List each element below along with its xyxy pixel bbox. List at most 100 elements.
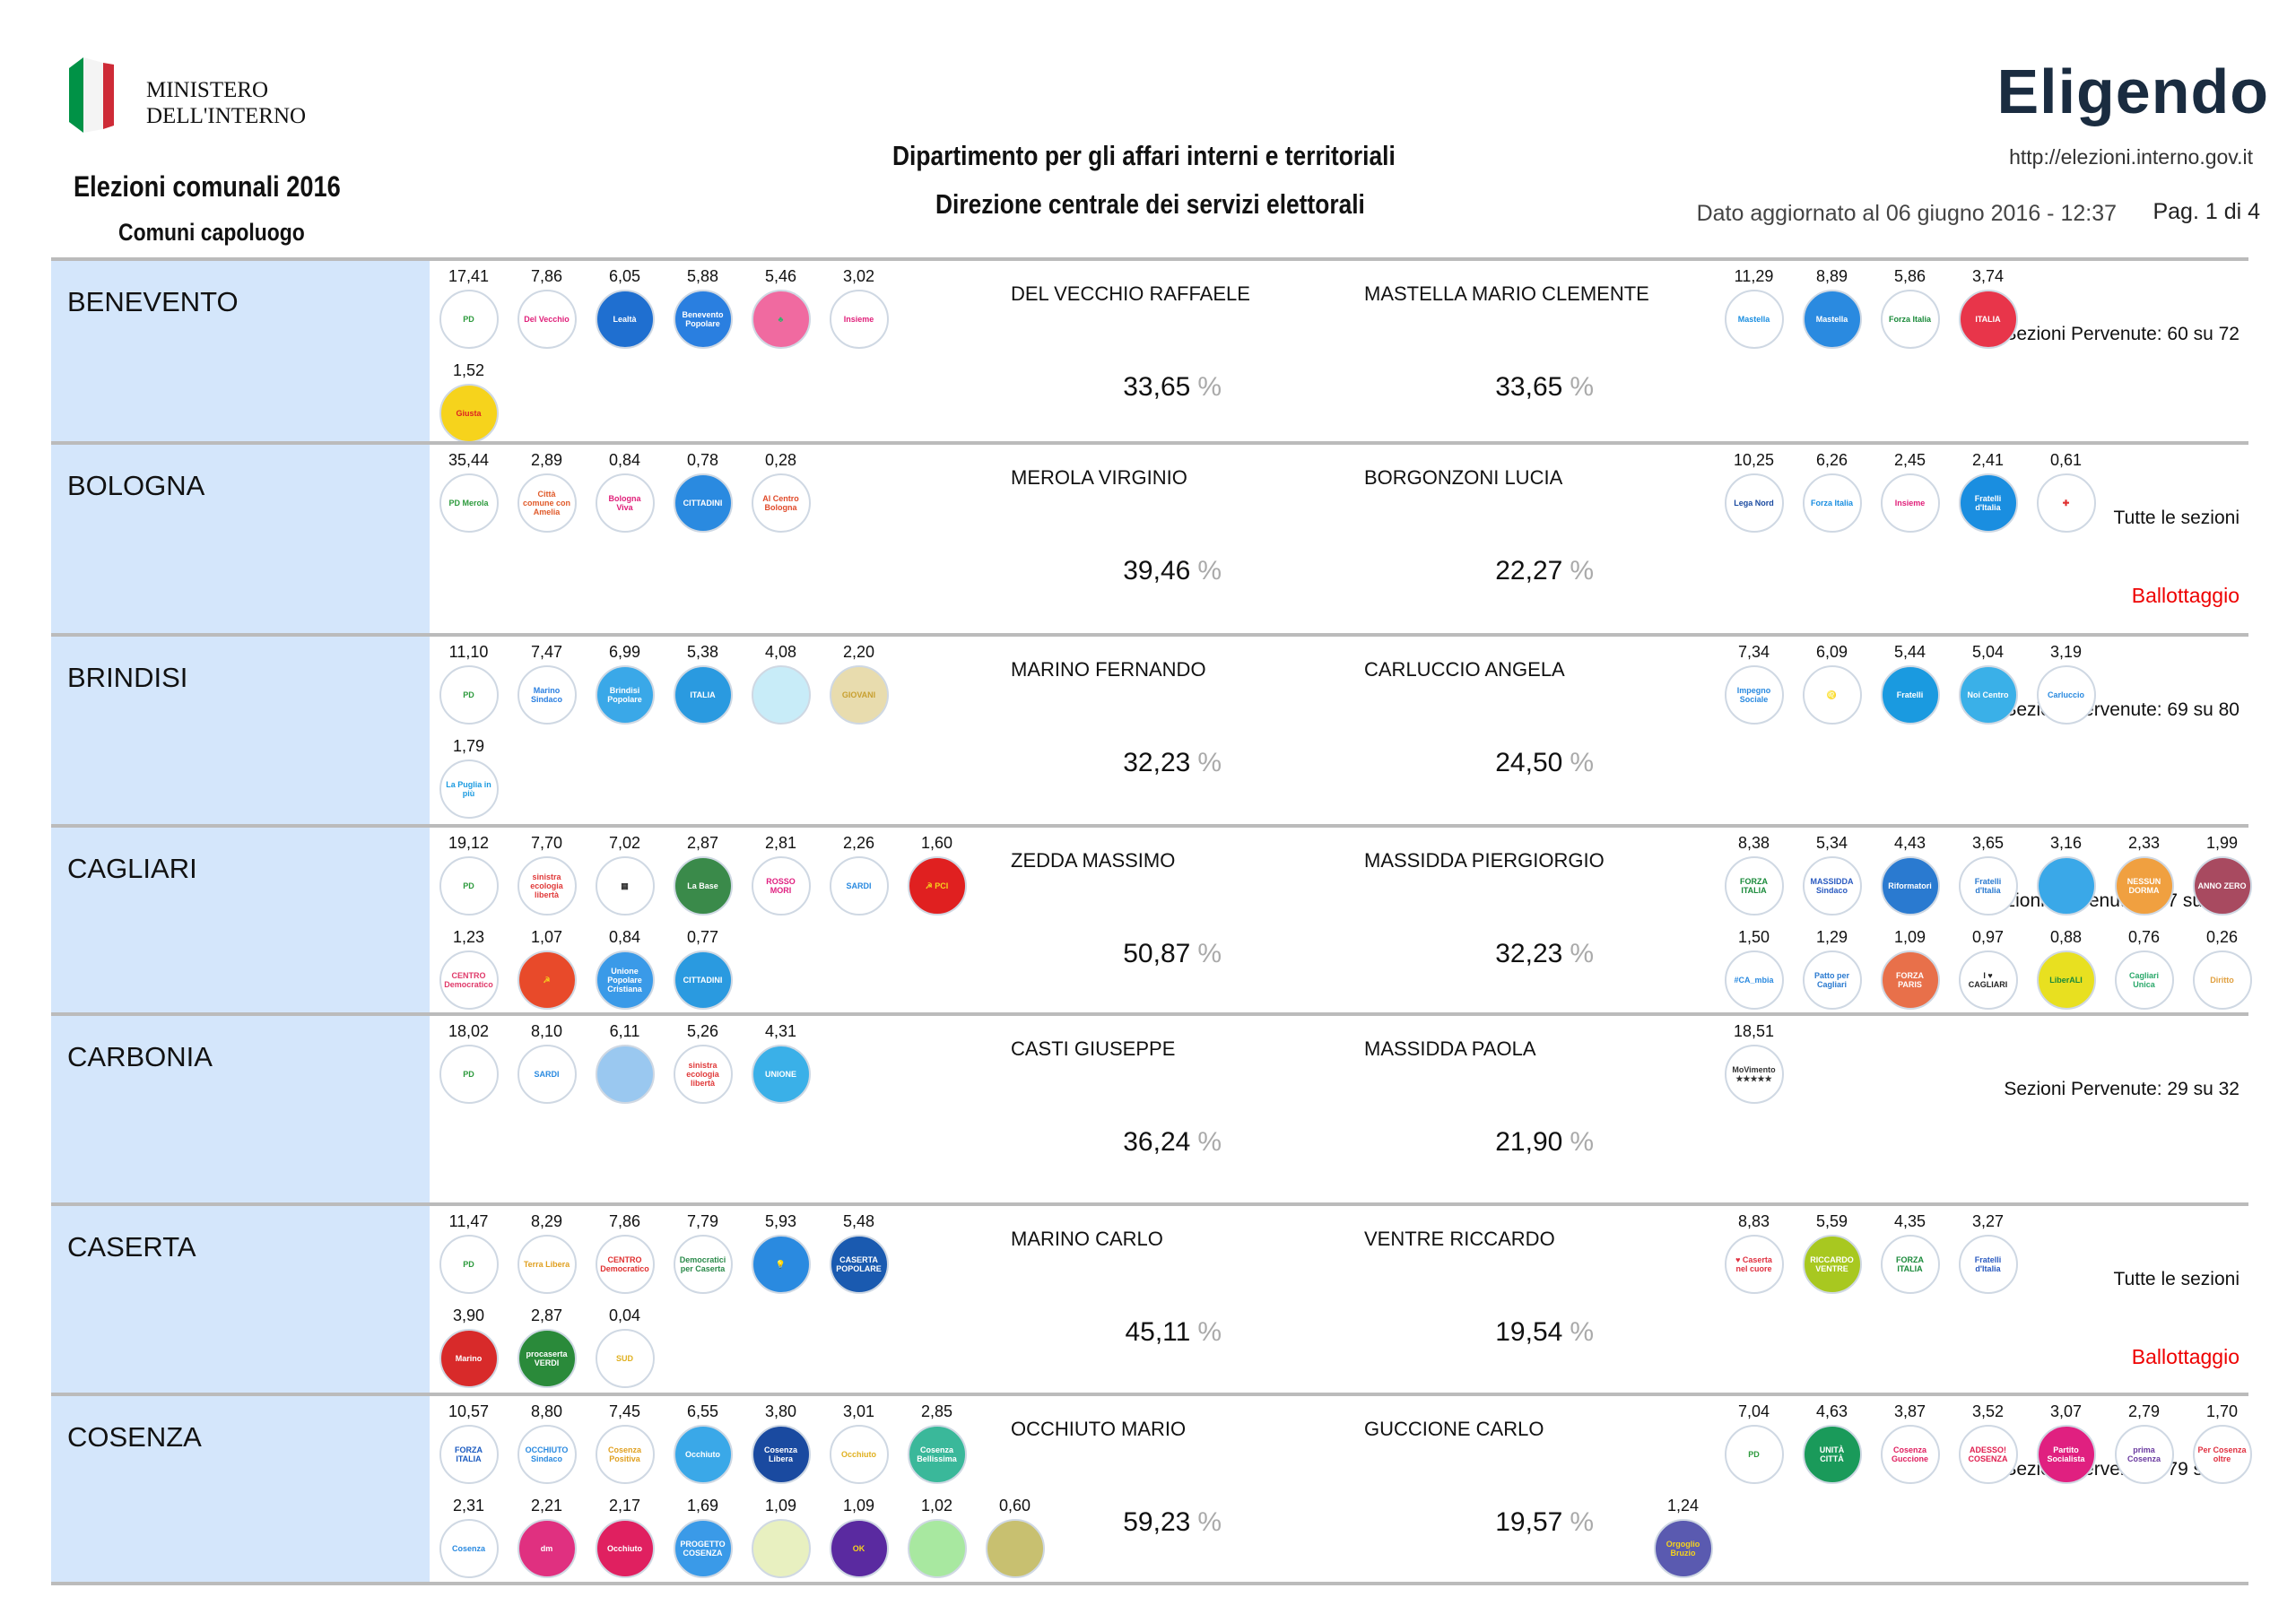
- party-logo[interactable]: 5,26 sinistra ecologia libertà: [664, 1021, 742, 1104]
- party-logo[interactable]: 2,87 procaserta VERDI: [508, 1306, 586, 1388]
- party-logo[interactable]: 1,02: [898, 1496, 976, 1578]
- party-logo[interactable]: 2,41 Fratelli d'Italia: [1949, 450, 2027, 533]
- party-logo[interactable]: 5,48 CASERTA POPOLARE: [820, 1211, 898, 1294]
- party-logo[interactable]: 3,52 ADESSO! COSENZA: [1949, 1402, 2027, 1484]
- party-logo[interactable]: 2,26 SARDI: [820, 833, 898, 916]
- party-logo[interactable]: 19,12 PD: [430, 833, 508, 916]
- party-logo[interactable]: 2,17 Occhiuto: [586, 1496, 664, 1578]
- party-logo[interactable]: 2,79 prima Cosenza: [2105, 1402, 2183, 1484]
- party-logo[interactable]: 5,86 Forza Italia: [1871, 266, 1949, 349]
- party-logo[interactable]: 6,99 Brindisi Popolare: [586, 642, 664, 725]
- party-logo[interactable]: 7,04 PD: [1715, 1402, 1793, 1484]
- party-logo[interactable]: 7,86 Del Vecchio: [508, 266, 586, 349]
- party-logo[interactable]: 4,08: [742, 642, 820, 725]
- party-logo[interactable]: 0,84 Unione Popolare Cristiana: [586, 927, 664, 1010]
- party-logo[interactable]: 17,41 PD: [430, 266, 508, 349]
- site-url[interactable]: http://elezioni.interno.gov.it: [2009, 145, 2253, 169]
- party-logo[interactable]: 1,60 ☭ PCI: [898, 833, 976, 916]
- party-logo[interactable]: 3,16: [2027, 833, 2105, 916]
- party-logo[interactable]: 6,26 Forza Italia: [1793, 450, 1871, 533]
- party-logo[interactable]: 6,09 ♌: [1793, 642, 1871, 725]
- party-logo[interactable]: 7,02 ▦: [586, 833, 664, 916]
- party-logo[interactable]: 3,07 Partito Socialista: [2027, 1402, 2105, 1484]
- party-logo[interactable]: 4,31 UNIONE: [742, 1021, 820, 1104]
- party-logo[interactable]: 0,26 Diritto: [2183, 927, 2261, 1010]
- party-logo[interactable]: 5,59 RICCARDO VENTRE: [1793, 1211, 1871, 1294]
- party-logo[interactable]: 8,83 ♥ Caserta nel cuore: [1715, 1211, 1793, 1294]
- party-logo[interactable]: 6,05 Lealtà: [586, 266, 664, 349]
- party-logo[interactable]: 5,34 MASSIDDA Sindaco: [1793, 833, 1871, 916]
- party-logo[interactable]: 0,04 SUD: [586, 1306, 664, 1388]
- party-logo[interactable]: 10,57 FORZA ITALIA: [430, 1402, 508, 1484]
- party-logo[interactable]: 10,25 Lega Nord: [1715, 450, 1793, 533]
- party-logo[interactable]: 3,74 ITALIA: [1949, 266, 2027, 349]
- party-logo[interactable]: 0,60: [976, 1496, 1054, 1578]
- party-logo[interactable]: 2,20 GIOVANI: [820, 642, 898, 725]
- party-logo[interactable]: 8,10 SARDI: [508, 1021, 586, 1104]
- party-logo[interactable]: 8,29 Terra Libera: [508, 1211, 586, 1294]
- party-logo[interactable]: 7,34 Impegno Sociale: [1715, 642, 1793, 725]
- party-logo[interactable]: 6,11: [586, 1021, 664, 1104]
- party-logo[interactable]: 8,38 FORZA ITALIA: [1715, 833, 1793, 916]
- party-logo[interactable]: 11,10 PD: [430, 642, 508, 725]
- party-logo[interactable]: 1,52 Giusta: [430, 360, 508, 443]
- party-logo[interactable]: 0,88 LiberALI: [2027, 927, 2105, 1010]
- party-logo[interactable]: 1,09 FORZA PARIS: [1871, 927, 1949, 1010]
- party-logo[interactable]: 5,93 💡: [742, 1211, 820, 1294]
- party-logo[interactable]: 1,24 Orgoglio Bruzio: [1644, 1496, 1722, 1578]
- party-logo[interactable]: 18,02 PD: [430, 1021, 508, 1104]
- party-logo[interactable]: 6,55 Occhiuto: [664, 1402, 742, 1484]
- party-logo[interactable]: 5,04 Noi Centro: [1949, 642, 2027, 725]
- party-logo[interactable]: 1,50 #CA_mbia: [1715, 927, 1793, 1010]
- party-logo[interactable]: 7,86 CENTRO Democratico: [586, 1211, 664, 1294]
- party-logo[interactable]: 2,33 NESSUN DORMA: [2105, 833, 2183, 916]
- party-logo[interactable]: 7,70 sinistra ecologia libertà: [508, 833, 586, 916]
- party-logo[interactable]: 2,89 Città comune con Amelia: [508, 450, 586, 533]
- party-logo[interactable]: 11,47 PD: [430, 1211, 508, 1294]
- party-logo[interactable]: 4,43 Riformatori: [1871, 833, 1949, 916]
- party-logo[interactable]: 3,02 Insieme: [820, 266, 898, 349]
- party-logo[interactable]: 1,23 CENTRO Democratico: [430, 927, 508, 1010]
- party-logo[interactable]: 5,46 ♣: [742, 266, 820, 349]
- party-logo[interactable]: 11,29 Mastella: [1715, 266, 1793, 349]
- party-logo[interactable]: 1,29 Patto per Cagliari: [1793, 927, 1871, 1010]
- party-logo[interactable]: 8,89 Mastella: [1793, 266, 1871, 349]
- party-logo[interactable]: 1,69 PROGETTO COSENZA: [664, 1496, 742, 1578]
- party-logo[interactable]: 3,27 Fratelli d'Italia: [1949, 1211, 2027, 1294]
- party-logo[interactable]: 1,09 OK: [820, 1496, 898, 1578]
- party-logo[interactable]: 1,99 ANNO ZERO: [2183, 833, 2261, 916]
- party-logo[interactable]: 3,90 Marino: [430, 1306, 508, 1388]
- party-logo[interactable]: 35,44 PD Merola: [430, 450, 508, 533]
- party-logo[interactable]: 1,70 Per Cosenza oltre: [2183, 1402, 2261, 1484]
- party-logo[interactable]: 2,31 Cosenza: [430, 1496, 508, 1578]
- party-logo[interactable]: 0,97 I ♥ CAGLIARI: [1949, 927, 2027, 1010]
- party-logo[interactable]: 0,61 ✚: [2027, 450, 2105, 533]
- party-logo[interactable]: 2,45 Insieme: [1871, 450, 1949, 533]
- party-logo[interactable]: 18,51 MoVimento ★★★★★: [1715, 1021, 1793, 1104]
- party-logo[interactable]: 3,19 Carluccio: [2027, 642, 2105, 725]
- party-logo[interactable]: 0,78 CITTADINI: [664, 450, 742, 533]
- party-logo[interactable]: 1,07 ☭: [508, 927, 586, 1010]
- party-logo[interactable]: 0,77 CITTADINI: [664, 927, 742, 1010]
- party-logo[interactable]: 3,01 Occhiuto: [820, 1402, 898, 1484]
- party-logo[interactable]: 5,38 ITALIA: [664, 642, 742, 725]
- party-logo[interactable]: 3,87 Cosenza Guccione: [1871, 1402, 1949, 1484]
- party-logo[interactable]: 7,79 Democratici per Caserta: [664, 1211, 742, 1294]
- party-logo[interactable]: 0,76 Cagliari Unica: [2105, 927, 2183, 1010]
- party-logo[interactable]: 3,65 Fratelli d'Italia: [1949, 833, 2027, 916]
- party-logo[interactable]: 5,88 Benevento Popolare: [664, 266, 742, 349]
- party-logo[interactable]: 2,87 La Base: [664, 833, 742, 916]
- party-logo[interactable]: 4,35 FORZA ITALIA: [1871, 1211, 1949, 1294]
- party-logo[interactable]: 7,45 Cosenza Positiva: [586, 1402, 664, 1484]
- party-logo[interactable]: 0,28 Al Centro Bologna: [742, 450, 820, 533]
- party-logo[interactable]: 2,81 ROSSO MORI: [742, 833, 820, 916]
- party-logo[interactable]: 1,09: [742, 1496, 820, 1578]
- party-logo[interactable]: 8,80 OCCHIUTO Sindaco: [508, 1402, 586, 1484]
- party-logo[interactable]: 7,47 Marino Sindaco: [508, 642, 586, 725]
- party-logo[interactable]: 2,85 Cosenza Bellissima: [898, 1402, 976, 1484]
- party-logo[interactable]: 0,84 Bologna Viva: [586, 450, 664, 533]
- party-logo[interactable]: 2,21 dm: [508, 1496, 586, 1578]
- party-logo[interactable]: 3,80 Cosenza Libera: [742, 1402, 820, 1484]
- party-logo[interactable]: 1,79 La Puglia in più: [430, 736, 508, 819]
- party-logo[interactable]: 4,63 UNITÀ CITTÀ: [1793, 1402, 1871, 1484]
